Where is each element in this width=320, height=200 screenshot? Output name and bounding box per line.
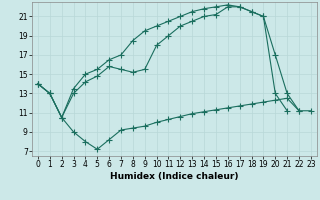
X-axis label: Humidex (Indice chaleur): Humidex (Indice chaleur) bbox=[110, 172, 239, 181]
